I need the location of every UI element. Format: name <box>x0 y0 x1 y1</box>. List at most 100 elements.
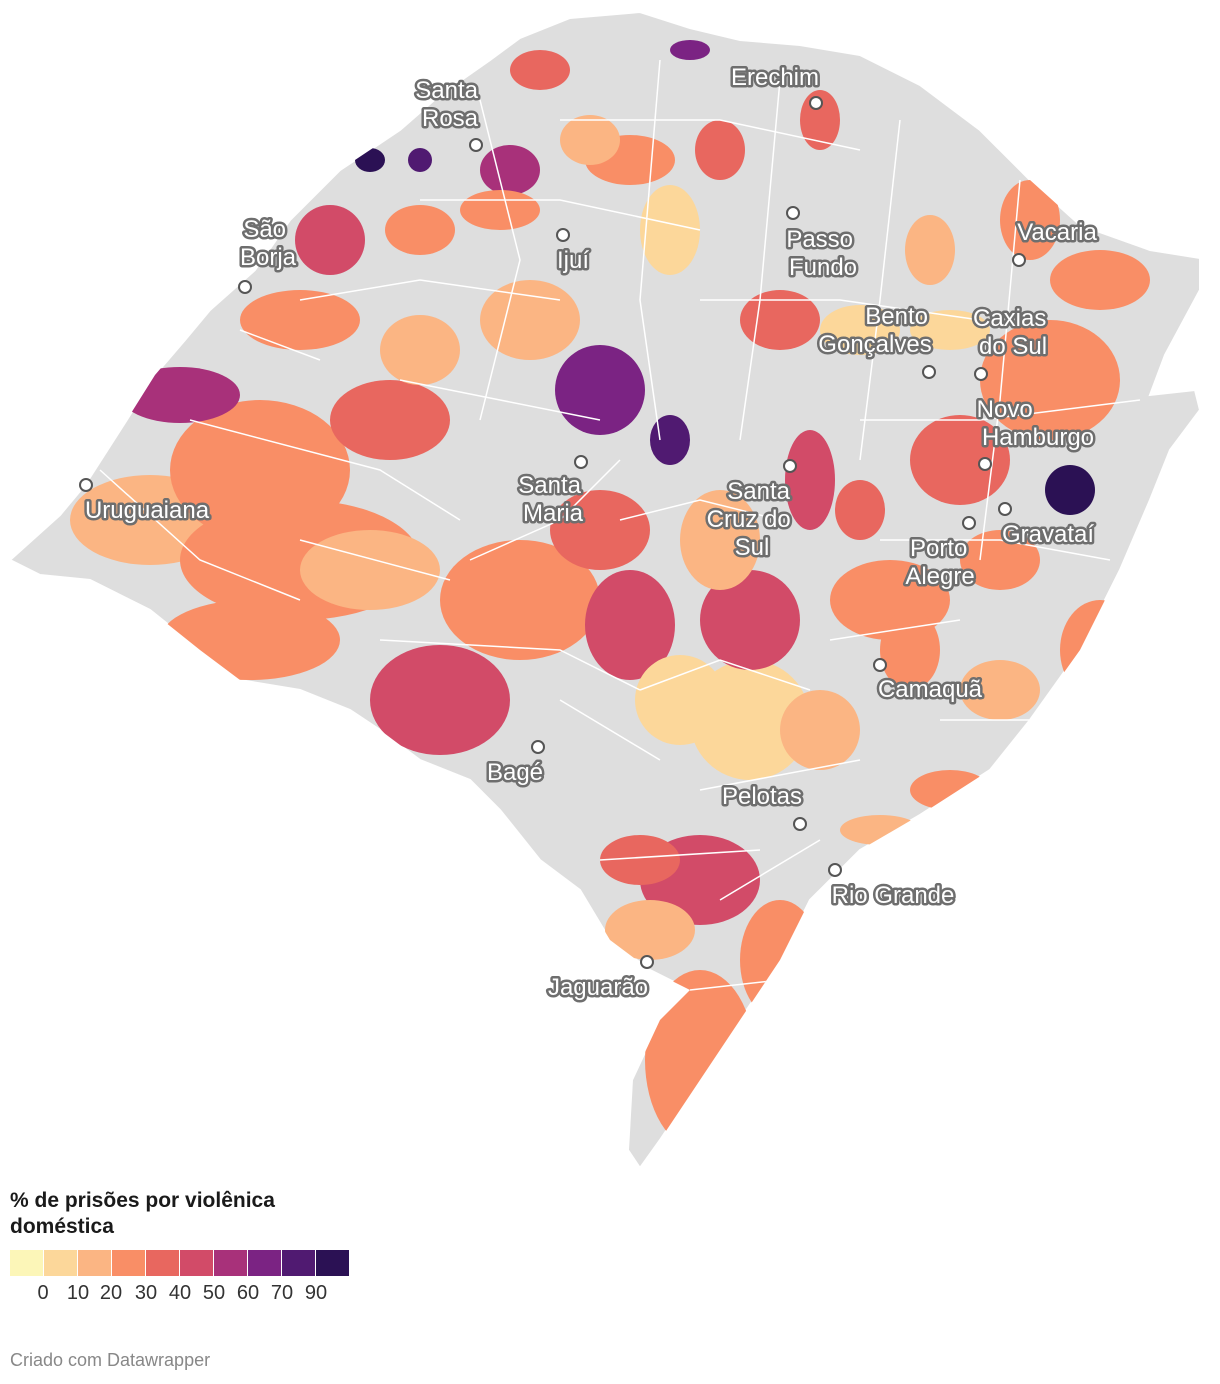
municipality-border <box>689 979 781 991</box>
svg-text:Bento Gonçalves: Bento Gonçalves <box>818 303 934 358</box>
city-porto-alegre[interactable]: Porto Alegre <box>903 516 977 593</box>
city-pelotas[interactable]: Pelotas <box>719 781 807 831</box>
municipality-patch <box>480 145 540 195</box>
municipality-border <box>700 299 981 321</box>
municipality-patch <box>380 315 460 385</box>
municipality-border <box>859 119 901 461</box>
svg-text:Porto Alegre: Porto Alegre <box>905 535 974 590</box>
city-santa-maria[interactable]: Santa Maria <box>516 455 588 530</box>
legend-swatch <box>316 1250 349 1276</box>
city-erechim[interactable]: Erechim <box>728 62 823 110</box>
municipality-patch <box>960 530 1040 590</box>
municipality-patch <box>460 190 540 230</box>
municipality-border <box>829 619 961 641</box>
municipality-patch <box>910 415 1010 505</box>
svg-text:Santa Rosa: Santa Rosa <box>415 77 484 132</box>
municipality-patch <box>600 835 680 885</box>
municipality-patch <box>605 900 695 960</box>
municipality-patch <box>560 115 620 165</box>
municipality-border <box>479 99 521 421</box>
municipality-border <box>979 179 1021 561</box>
legend-swatch <box>214 1250 247 1276</box>
svg-text:Caxias do Sul: Caxias do Sul <box>973 305 1053 360</box>
municipality-border <box>99 469 301 601</box>
legend-title: % de prisões por violênica doméstica <box>10 1189 275 1238</box>
city-vacaria[interactable]: Vacaria <box>1012 217 1100 267</box>
city-labels: Santa Rosa Erechim São Borja Ijuí Passo … <box>79 62 1100 1004</box>
municipality-patch <box>645 970 755 1150</box>
municipality-patch <box>670 40 710 60</box>
city-gravatai[interactable]: Gravataí <box>998 502 1097 551</box>
municipality-patch <box>408 148 432 172</box>
legend-tick-label: 50 <box>202 1282 226 1304</box>
city-caxias-do-sul[interactable]: Caxias do Sul <box>970 303 1053 381</box>
svg-text:Ijuí: Ijuí <box>557 247 589 274</box>
municipality-border <box>560 119 861 151</box>
municipality-patch <box>905 215 955 285</box>
municipality-patch <box>385 205 455 255</box>
legend-tick-label: 90 <box>304 1282 328 1304</box>
svg-text:Rio Grande: Rio Grande <box>832 882 955 909</box>
city-bento-goncalves[interactable]: Bento Gonçalves <box>816 301 936 379</box>
municipality-patch <box>555 345 645 435</box>
legend-color-bar <box>10 1250 355 1276</box>
municipality-patch <box>980 320 1120 440</box>
city-ijui[interactable]: Ijuí <box>554 228 592 277</box>
svg-text:Passo Fundo: Passo Fundo <box>786 226 859 281</box>
municipality-border <box>719 839 821 901</box>
municipality-border <box>559 699 661 761</box>
municipality-patch <box>835 480 885 540</box>
municipality-patch <box>355 148 385 172</box>
svg-text:Erechim: Erechim <box>731 64 819 91</box>
legend-swatch <box>112 1250 145 1276</box>
legend-swatch <box>44 1250 77 1276</box>
city-rio-grande[interactable]: Rio Grande <box>828 863 957 912</box>
municipality-border <box>469 459 621 561</box>
municipality-border <box>860 399 1141 421</box>
municipality-patch <box>650 415 690 465</box>
municipality-patch <box>640 185 700 275</box>
legend-swatch <box>282 1250 315 1276</box>
municipality-patch <box>960 660 1040 720</box>
svg-text:Camaquã: Camaquã <box>878 676 983 703</box>
city-uruguaiana[interactable]: Uruguaiana <box>79 478 212 527</box>
municipality-regions <box>70 40 1150 1150</box>
municipality-patch <box>330 380 450 460</box>
municipality-patch <box>1045 465 1095 515</box>
municipality-patch <box>910 310 990 350</box>
municipality-patch <box>780 690 860 770</box>
municipality-border <box>399 379 601 421</box>
municipality-patch <box>440 540 600 660</box>
svg-text:Gravataí: Gravataí <box>1002 521 1094 548</box>
svg-text:Uruguaiana: Uruguaiana <box>85 497 210 524</box>
municipality-border <box>699 759 861 791</box>
legend-tick-label: 10 <box>66 1282 90 1304</box>
municipality-border <box>299 539 451 581</box>
legend-tick-label: 70 <box>270 1282 294 1304</box>
municipality-patch <box>585 570 675 680</box>
legend-tick-labels: 0 10 20 30 40 50 60 70 90 <box>10 1276 355 1306</box>
city-santa-rosa[interactable]: Santa Rosa <box>413 75 484 152</box>
city-bage[interactable]: Bagé <box>484 740 546 789</box>
legend-swatch <box>180 1250 213 1276</box>
city-camaqua[interactable]: Camaquã <box>873 658 985 706</box>
svg-text:São Borja: São Borja <box>240 216 297 271</box>
color-legend: % de prisões por violênica doméstica 0 10… <box>10 1188 355 1306</box>
municipality-patch <box>695 120 745 180</box>
city-novo-hamburgo[interactable]: Novo Hamburgo <box>974 394 1097 471</box>
municipality-patch <box>740 290 820 350</box>
city-santa-cruz-do-sul[interactable]: Santa Cruz do Sul <box>704 459 798 564</box>
municipality-patch <box>300 530 440 610</box>
municipality-border <box>639 659 811 691</box>
municipality-border <box>379 639 641 691</box>
legend-tick-label: 60 <box>236 1282 260 1304</box>
city-jaguarao[interactable]: Jaguarão <box>545 955 654 1004</box>
city-sao-borja[interactable]: São Borja <box>237 214 299 294</box>
legend-swatch <box>78 1250 111 1276</box>
municipality-patch <box>370 645 510 755</box>
credit-text: Criado com Datawrapper <box>10 1350 211 1370</box>
municipality-border <box>239 329 321 361</box>
municipality-border <box>739 79 781 441</box>
city-passo-fundo[interactable]: Passo Fundo <box>784 206 860 284</box>
municipality-patch <box>690 660 810 780</box>
